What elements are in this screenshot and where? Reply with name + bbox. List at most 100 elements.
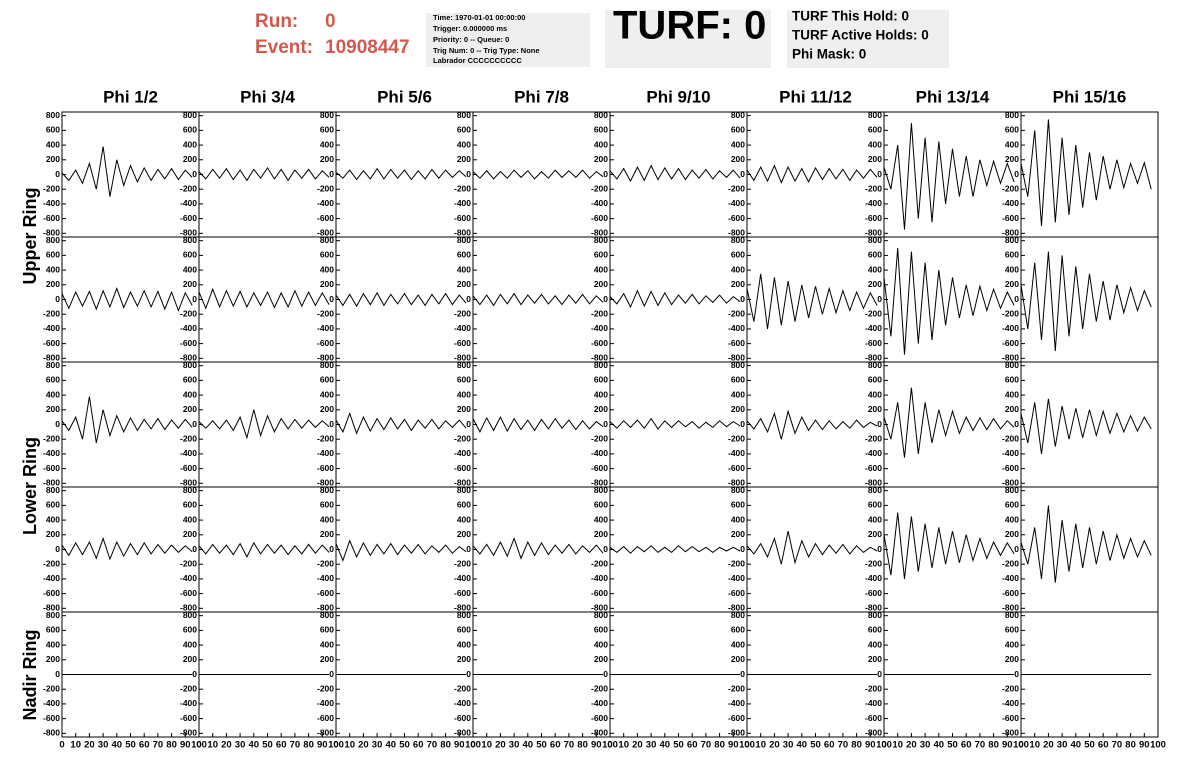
y-tick-label: 0 <box>329 544 334 554</box>
y-tick-label: 800 <box>457 110 471 120</box>
y-tick-label: 0 <box>192 169 197 179</box>
y-tick-label: -800 <box>728 228 745 238</box>
y-tick-label: -400 <box>591 573 608 583</box>
y-tick-label: 400 <box>731 639 745 649</box>
y-tick-label: -400 <box>728 198 745 208</box>
x-tick-label: 70 <box>427 740 438 751</box>
y-tick-label: -800 <box>865 603 882 613</box>
y-tick-label: -400 <box>317 198 334 208</box>
x-tick-label: 90 <box>317 740 328 751</box>
y-tick-label: 0 <box>877 669 882 679</box>
y-tick-label: -600 <box>728 588 745 598</box>
y-tick-label: -400 <box>728 448 745 458</box>
waveform <box>1020 251 1152 352</box>
y-tick-label: 200 <box>457 529 471 539</box>
y-tick-label: 800 <box>868 235 882 245</box>
y-tick-label: 400 <box>1005 264 1019 274</box>
y-tick-label: -600 <box>180 338 197 348</box>
y-tick-label: -400 <box>865 698 882 708</box>
y-tick-label: 0 <box>603 544 608 554</box>
y-tick-label: 600 <box>868 500 882 510</box>
y-tick-label: 200 <box>457 654 471 664</box>
y-tick-label: 800 <box>731 610 745 620</box>
y-tick-label: -400 <box>43 448 60 458</box>
y-tick-label: -200 <box>591 183 608 193</box>
y-tick-label: -200 <box>454 683 471 693</box>
y-tick-label: -600 <box>591 713 608 723</box>
y-tick-label: -400 <box>43 573 60 583</box>
y-tick-label: -400 <box>454 698 471 708</box>
y-tick-label: 200 <box>868 654 882 664</box>
x-tick-label: 90 <box>1139 740 1150 751</box>
y-tick-label: 400 <box>457 639 471 649</box>
info-line: Priority: 0 -- Queue: 0 <box>433 35 509 44</box>
y-tick-label: 0 <box>192 419 197 429</box>
y-tick-label: 600 <box>731 625 745 635</box>
y-tick-label: 800 <box>183 610 197 620</box>
y-tick-label: -400 <box>180 448 197 458</box>
y-tick-label: -800 <box>728 603 745 613</box>
y-tick-label: 400 <box>868 139 882 149</box>
y-tick-label: 800 <box>320 110 334 120</box>
info-box <box>426 13 590 67</box>
y-tick-label: 200 <box>1005 279 1019 289</box>
y-tick-label: -800 <box>43 478 60 488</box>
y-tick-label: -800 <box>180 353 197 363</box>
y-tick-label: 0 <box>329 294 334 304</box>
y-tick-label: 600 <box>46 625 60 635</box>
y-tick-label: -200 <box>180 683 197 693</box>
waveform <box>198 287 330 310</box>
x-tick-label: 90 <box>591 740 602 751</box>
y-tick-label: 400 <box>320 264 334 274</box>
y-tick-label: 400 <box>457 514 471 524</box>
y-tick-label: 600 <box>457 250 471 260</box>
x-tick-label: 30 <box>646 740 657 751</box>
waveform-panel: -800 -600 -400 -200 0 200 400 600 800 <box>865 485 1022 613</box>
y-tick-label: 0 <box>466 294 471 304</box>
y-tick-label: 200 <box>320 404 334 414</box>
x-tick-label: 10 <box>618 740 629 751</box>
y-tick-label: -600 <box>43 588 60 598</box>
waveform-panel: -800 -600 -400 -200 0 200 400 600 800 <box>728 235 885 363</box>
y-tick-label: 0 <box>466 544 471 554</box>
y-tick-label: -600 <box>728 338 745 348</box>
y-tick-label: 600 <box>1005 500 1019 510</box>
y-tick-label: 400 <box>868 514 882 524</box>
y-tick-label: -800 <box>180 603 197 613</box>
panel-frame <box>609 486 748 613</box>
info-line: Labrador CCCCCCCCCC <box>433 56 522 65</box>
x-tick-label: 60 <box>687 740 698 751</box>
turf-info: TURF This Hold: 0 <box>792 9 909 24</box>
panel-frame <box>609 236 748 363</box>
y-tick-label: -600 <box>728 713 745 723</box>
y-tick-label: 800 <box>183 360 197 370</box>
waveform <box>609 417 741 430</box>
panel-frame <box>198 361 337 488</box>
y-tick-label: -200 <box>728 558 745 568</box>
y-tick-label: -400 <box>865 573 882 583</box>
y-tick-label: -200 <box>43 558 60 568</box>
y-tick-label: 0 <box>877 544 882 554</box>
x-tick-label: 30 <box>98 740 109 751</box>
column-title: Phi 3/4 <box>240 87 295 106</box>
y-tick-label: 0 <box>1014 294 1019 304</box>
y-tick-label: -800 <box>180 478 197 488</box>
panel-frame <box>472 236 611 363</box>
x-tick-label: 70 <box>701 740 712 751</box>
waveform <box>609 289 741 309</box>
panel-frame <box>746 111 885 238</box>
y-tick-label: -400 <box>317 323 334 333</box>
y-tick-label: 0 <box>329 419 334 429</box>
panel-frame <box>883 236 1022 363</box>
x-tick-label: 90 <box>180 740 191 751</box>
waveform <box>335 167 467 181</box>
y-tick-label: -800 <box>317 728 334 738</box>
y-tick-label: 800 <box>594 110 608 120</box>
y-tick-label: -800 <box>865 228 882 238</box>
y-tick-label: 600 <box>320 375 334 385</box>
x-tick-label: 50 <box>399 740 410 751</box>
panel-frame <box>61 236 200 363</box>
waveform-panel: -800 -600 -400 -200 0 200 400 600 800 <box>728 485 885 613</box>
